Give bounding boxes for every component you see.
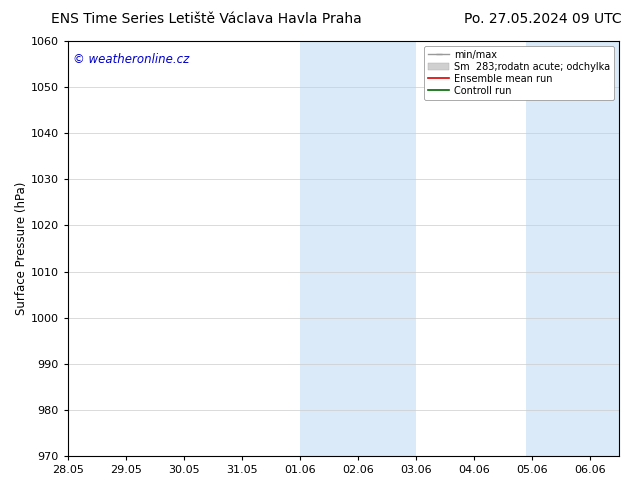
Legend: min/max, Sm  283;rodatn acute; odchylka, Ensemble mean run, Controll run: min/max, Sm 283;rodatn acute; odchylka, …: [424, 46, 614, 99]
Text: ENS Time Series Letiště Václava Havla Praha: ENS Time Series Letiště Václava Havla Pr…: [51, 12, 361, 26]
Y-axis label: Surface Pressure (hPa): Surface Pressure (hPa): [15, 182, 28, 315]
Bar: [526, 41, 619, 456]
Text: Po. 27.05.2024 09 UTC: Po. 27.05.2024 09 UTC: [463, 12, 621, 26]
Bar: [300, 41, 416, 456]
Text: © weatheronline.cz: © weatheronline.cz: [74, 53, 190, 67]
